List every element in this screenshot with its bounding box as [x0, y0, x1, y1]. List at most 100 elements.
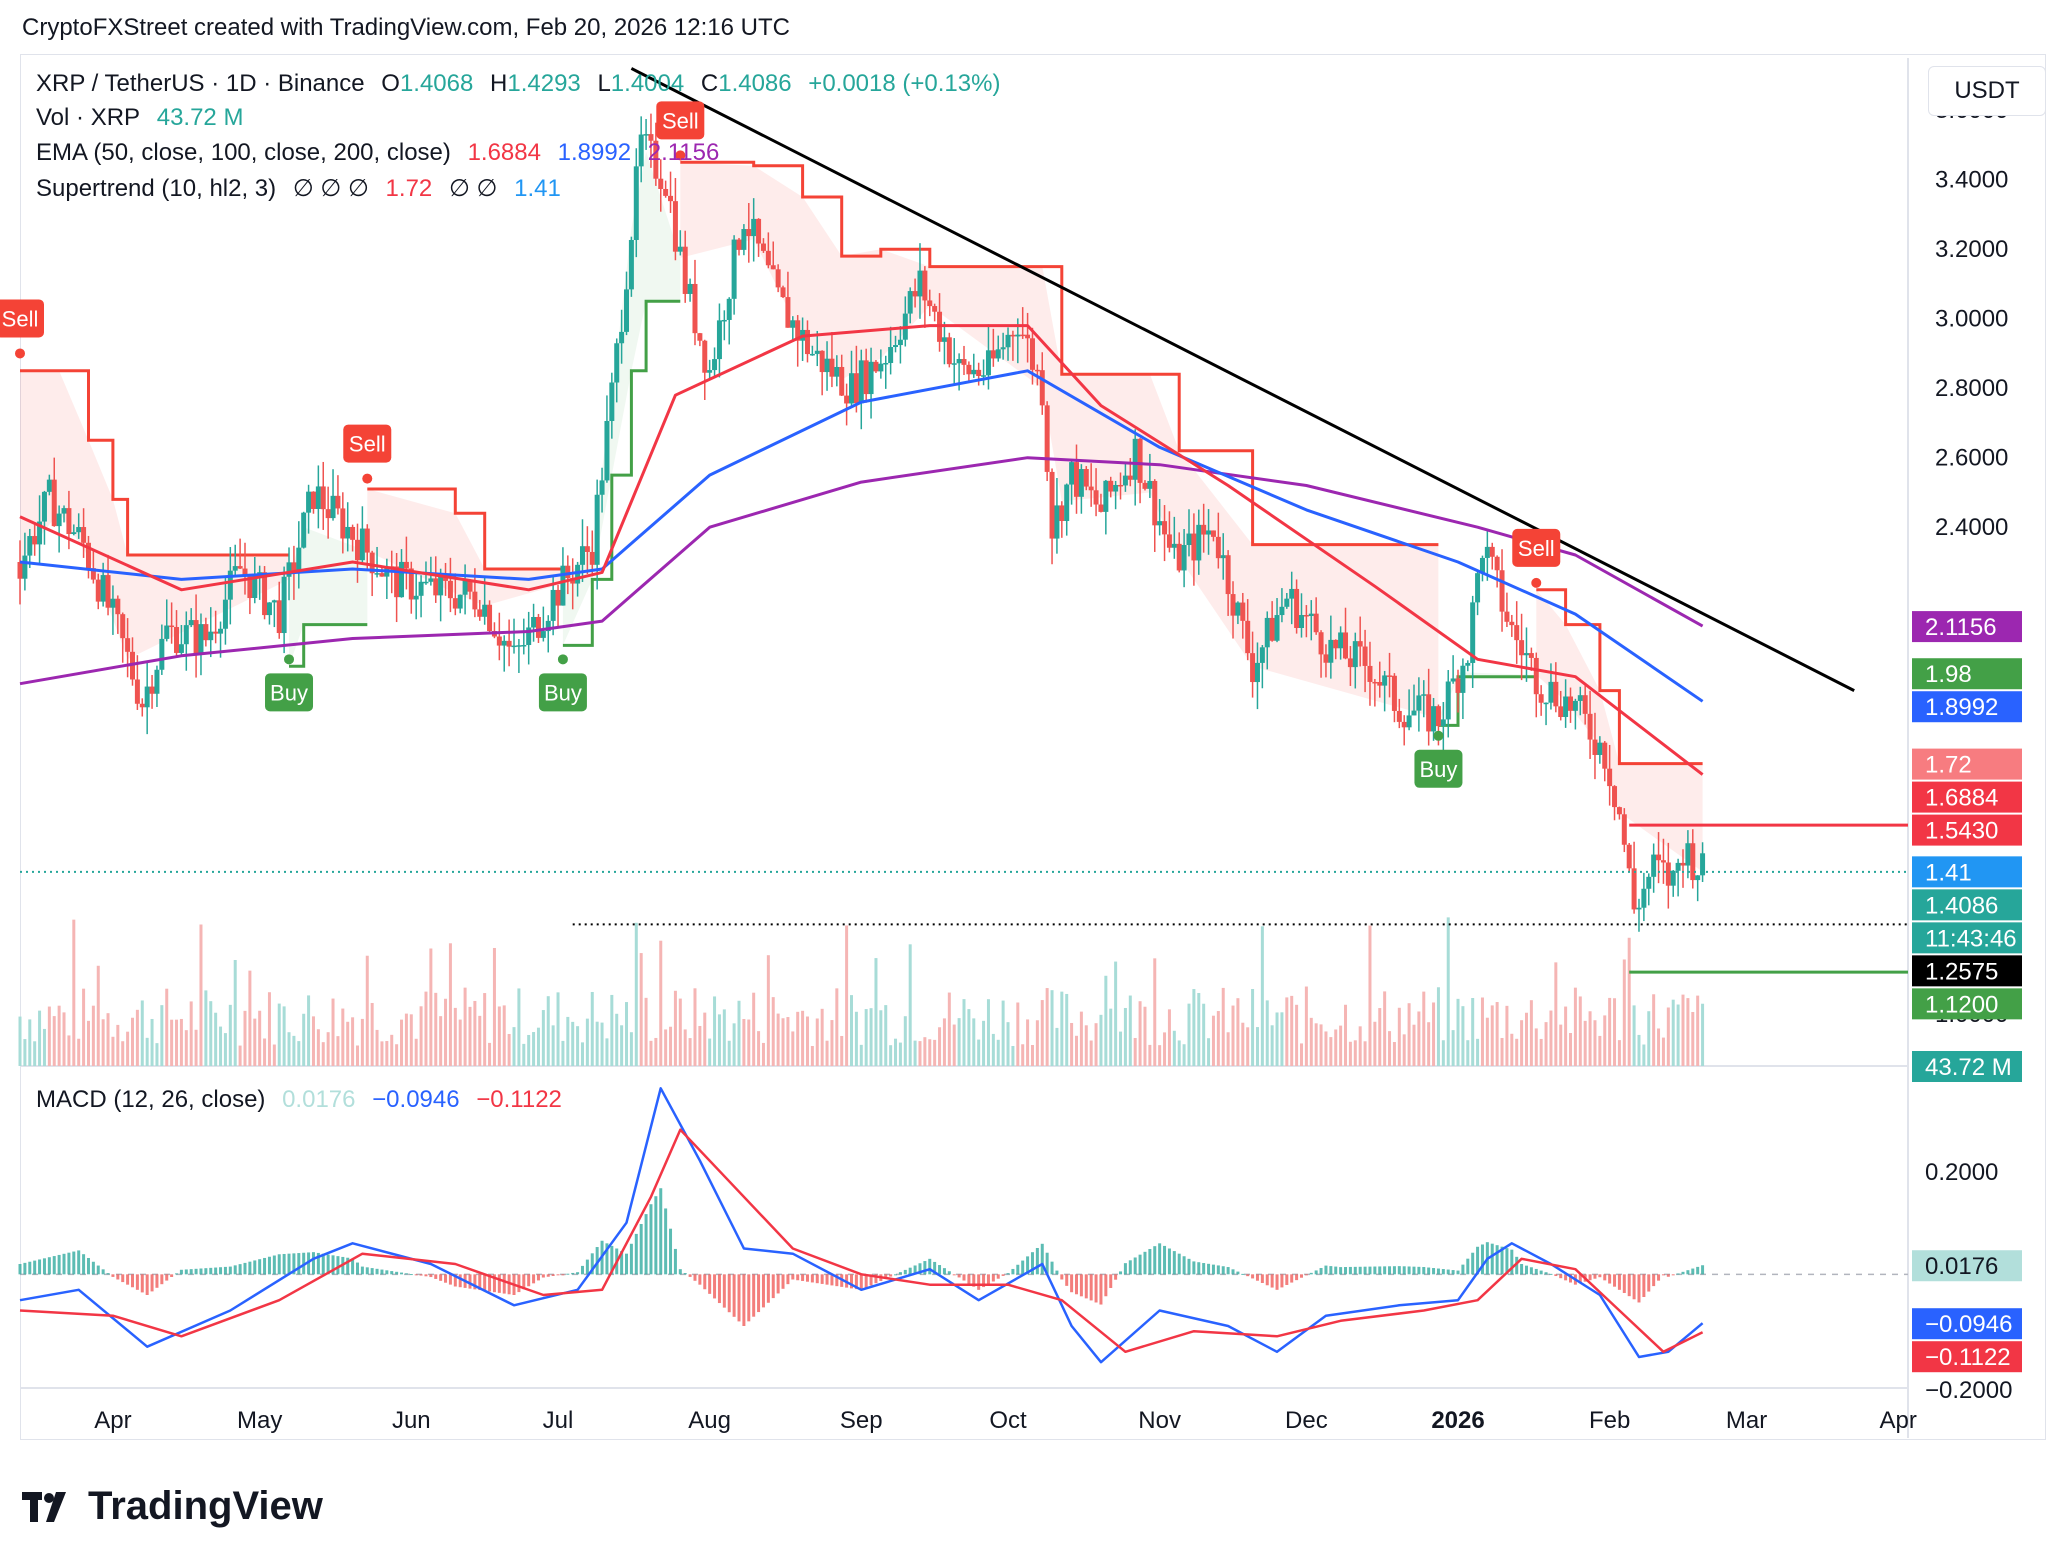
candle-body: [1651, 854, 1657, 877]
volume-bar: [351, 1017, 355, 1066]
candle-body: [1298, 615, 1304, 628]
volume-bar: [1153, 958, 1157, 1066]
volume-bar: [492, 947, 496, 1066]
signal-dot: [1531, 577, 1542, 588]
macd-hist-bar: [1275, 1274, 1279, 1290]
macd-hist-bar: [1255, 1274, 1259, 1281]
volume-bar: [1138, 1001, 1142, 1066]
macd-hist-bar: [1559, 1274, 1563, 1279]
candle-body: [1347, 658, 1353, 668]
volume-bar: [972, 1018, 976, 1066]
candle-body: [1181, 545, 1187, 571]
candle-body: [1323, 654, 1329, 663]
volume-bar: [360, 1018, 364, 1066]
volume-bar: [1593, 1020, 1597, 1066]
currency-button[interactable]: USDT: [1928, 66, 2046, 116]
volume-bar: [566, 1016, 570, 1066]
candle-body: [1025, 334, 1031, 339]
volume-bar: [336, 1036, 340, 1066]
legend-symbol[interactable]: XRP / TetherUS · 1D · Binance: [36, 70, 365, 97]
macd-hist-bar: [766, 1274, 770, 1303]
volume-bar: [346, 1021, 350, 1066]
macd-hist-bar: [1295, 1274, 1299, 1281]
candle-body: [1558, 706, 1564, 718]
macd-hist-bar: [419, 1274, 423, 1276]
volume-bar: [424, 991, 428, 1066]
macd-hist-bar: [659, 1188, 663, 1275]
candle-body: [1411, 710, 1417, 716]
macd-hist-bar: [1603, 1274, 1607, 1281]
sell-signal: Sell: [656, 101, 705, 161]
candle-body: [1401, 721, 1407, 728]
candle-body: [1533, 657, 1539, 695]
candle-body: [653, 140, 659, 179]
volume-bar: [703, 1012, 707, 1066]
macd-hist-bar: [1495, 1245, 1499, 1275]
volume-bar: [1510, 1033, 1514, 1066]
macd-hist-bar: [1539, 1270, 1543, 1275]
supertrend-line-up: [562, 299, 681, 647]
volume-bar: [140, 1000, 144, 1066]
macd-hist-bar: [1348, 1266, 1352, 1275]
candle-body: [1215, 536, 1221, 559]
macd-hist-bar: [1657, 1274, 1661, 1281]
legend-ema-label[interactable]: EMA (50, close, 100, close, 200, close): [36, 139, 451, 166]
legend-vol-label[interactable]: Vol · XRP: [36, 104, 141, 131]
macd-hist-bar: [1187, 1258, 1191, 1275]
macd-hist-bar: [1617, 1274, 1621, 1290]
candle-body: [985, 350, 991, 376]
legend-macd-label[interactable]: MACD (12, 26, close): [36, 1086, 266, 1113]
candle-body: [1548, 681, 1554, 703]
macd-hist-bar: [996, 1274, 1000, 1279]
macd-hist-bar: [473, 1274, 477, 1290]
volume-bar: [1520, 1020, 1524, 1066]
macd-hist-bar: [688, 1274, 692, 1277]
macd-hist-bar: [1104, 1274, 1108, 1297]
tradingview-wordmark: TradingView: [88, 1484, 323, 1528]
candle-body: [1318, 632, 1324, 655]
macd-hist-bar: [1549, 1273, 1553, 1275]
candle-body: [1357, 641, 1363, 647]
candle-body: [790, 320, 796, 328]
candle-body: [1054, 505, 1060, 539]
volume-bar: [1324, 1031, 1328, 1066]
macd-hist-bar: [703, 1274, 707, 1290]
signal-badge: [538, 673, 587, 712]
volume-bar: [742, 1019, 746, 1066]
candle-body: [1484, 546, 1490, 558]
macd-axis-label: −0.1122: [1925, 1344, 2011, 1371]
macd-hist-bar: [331, 1255, 335, 1275]
volume-bar: [414, 1038, 418, 1066]
volume-bar: [1016, 1002, 1020, 1066]
macd-hist-bar: [52, 1256, 56, 1275]
candle-body: [1685, 843, 1691, 866]
candle-body: [1250, 653, 1256, 683]
volume-bar: [1255, 1027, 1259, 1066]
time-axis-label: Feb: [1589, 1407, 1630, 1434]
candle-body: [237, 566, 243, 569]
macd-hist-bar: [566, 1273, 570, 1275]
macd-hist-bar: [576, 1272, 580, 1275]
volume-bar: [223, 1033, 227, 1066]
macd-hist-bar: [747, 1274, 751, 1322]
macd-hist-bar: [546, 1274, 550, 1277]
candle-body: [893, 345, 899, 348]
macd-hist-bar: [219, 1267, 223, 1275]
macd-hist-bar: [850, 1274, 854, 1289]
candle-body: [834, 366, 840, 377]
macd-hist-bar: [786, 1274, 790, 1285]
volume-bar: [1074, 1035, 1078, 1066]
macd-hist-bar: [1427, 1267, 1431, 1275]
tradingview-brand[interactable]: TradingView: [22, 1484, 323, 1529]
candle-body: [51, 479, 57, 527]
price-chart[interactable]: SellBuySellBuySellBuySell3.60003.40003.2…: [0, 0, 2068, 1440]
candle-body: [668, 195, 674, 202]
volume-bar: [1701, 1003, 1705, 1066]
legend-supertrend-label[interactable]: Supertrend (10, hl2, 3): [36, 175, 277, 202]
candle-body: [883, 362, 889, 365]
candle-body: [394, 566, 400, 598]
candle-body: [61, 508, 67, 514]
macd-hist-bar: [1564, 1274, 1568, 1281]
volume-bar: [938, 1027, 942, 1066]
volume-bar: [801, 1010, 805, 1066]
